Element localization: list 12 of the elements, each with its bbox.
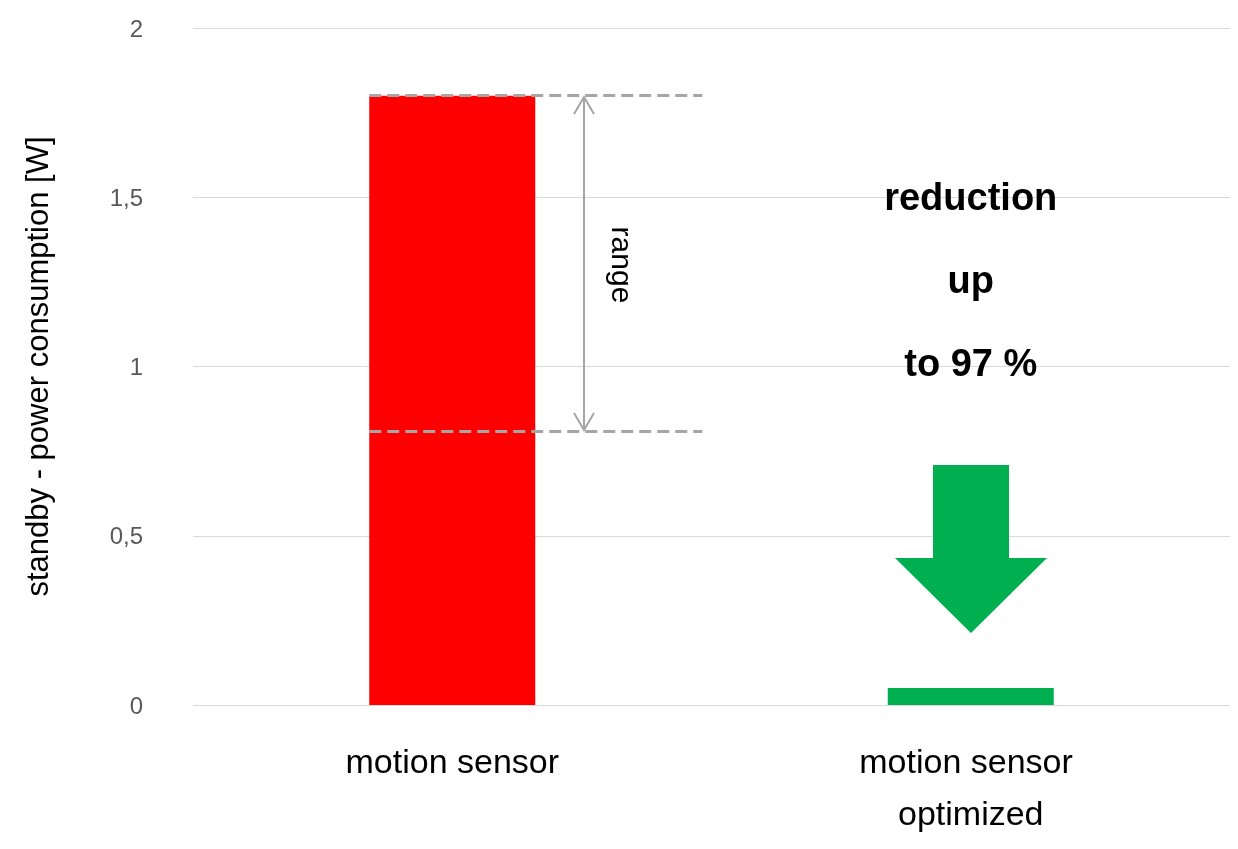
- y-tick-label: 1,5: [109, 183, 143, 211]
- y-tick-label: 0: [129, 691, 143, 719]
- annotation: up: [947, 259, 994, 302]
- annotation: reduction: [884, 176, 1058, 219]
- y-tick-label: 1: [129, 353, 143, 380]
- y-tick-label: 0,5: [109, 522, 143, 550]
- annotation: to 97 %: [904, 342, 1038, 385]
- x-tick-label: motion sensor: [345, 742, 560, 780]
- annotation: range: [605, 226, 639, 304]
- y-axis-title: standby - power consumption [W]: [20, 136, 55, 597]
- y-tick-label: 2: [129, 14, 143, 42]
- x-tick-label: motion sensor optimized: [859, 742, 1083, 832]
